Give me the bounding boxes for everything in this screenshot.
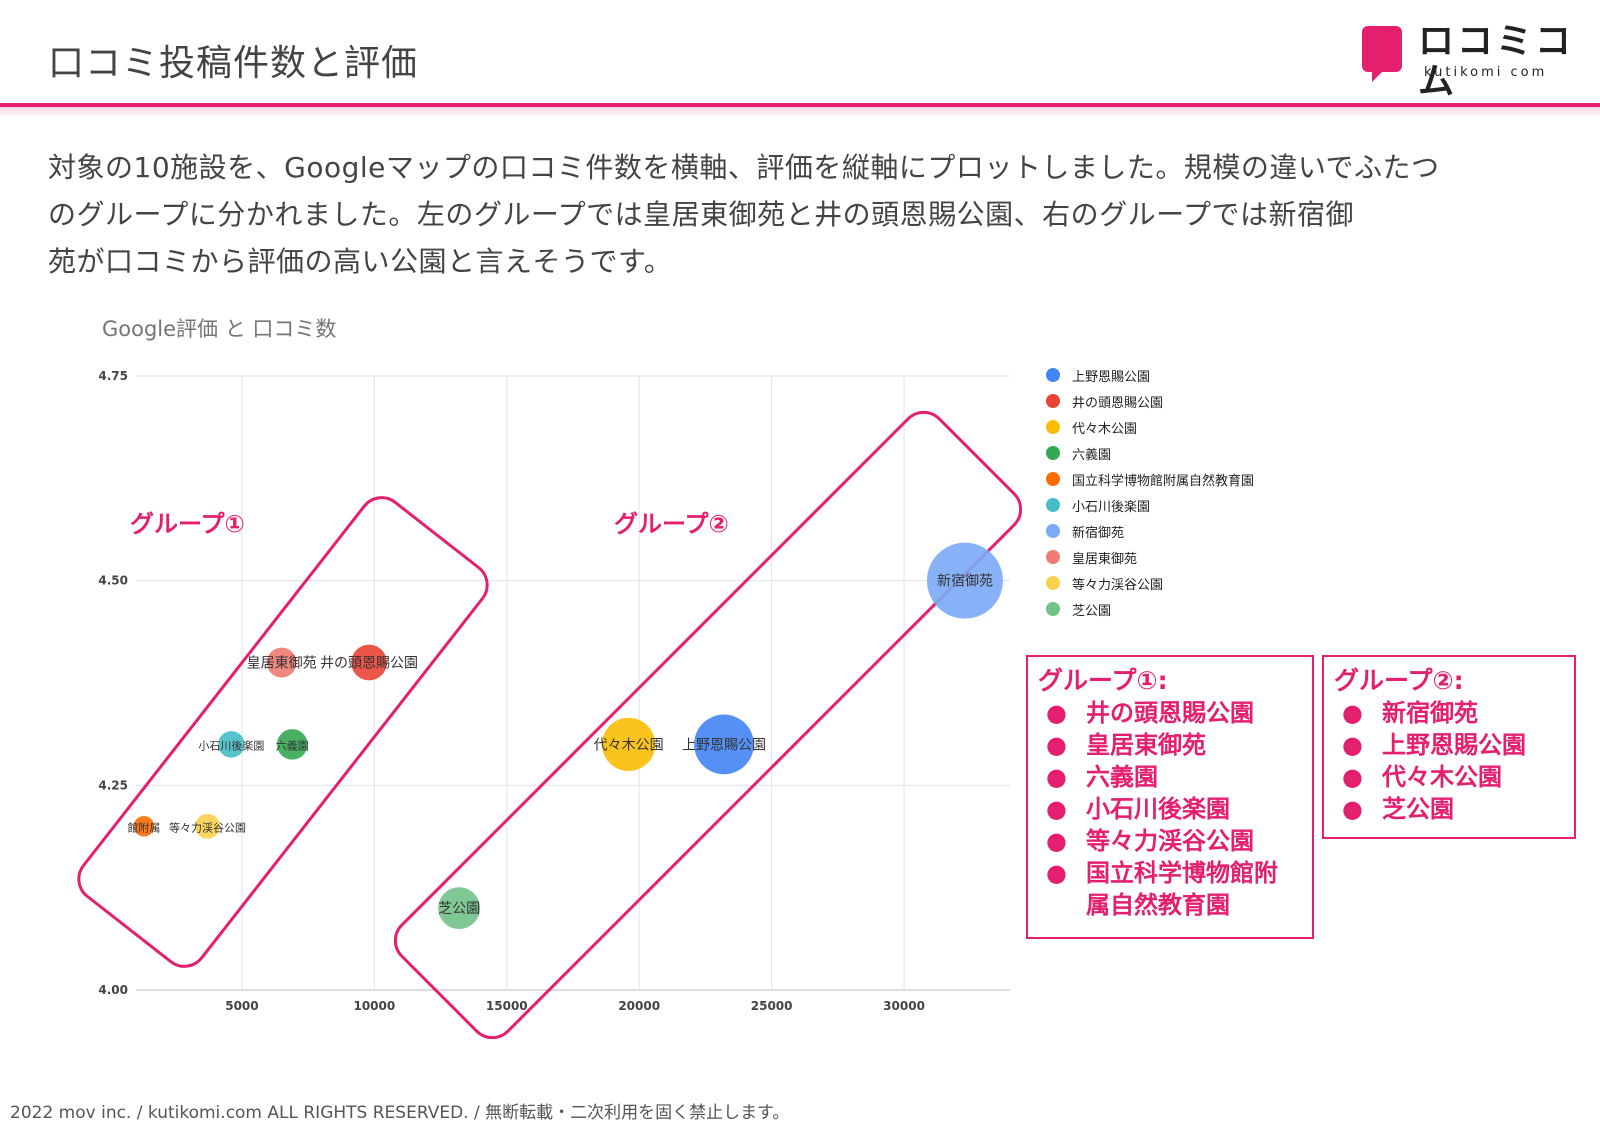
legend-label: 井の頭恩賜公園 xyxy=(1072,396,1164,411)
x-tick-label: 15000 xyxy=(486,999,528,1013)
legend-swatch xyxy=(1046,524,1060,538)
bullet-icon: ● xyxy=(1046,827,1067,855)
legend-swatch xyxy=(1046,420,1060,434)
legend-swatch xyxy=(1046,472,1060,486)
group2-box: グループ②: ● 新宿御苑 ● 上野恩賜公園 ● 代々木公園 ● 芝公園 xyxy=(1322,655,1576,839)
copyright-footer: 2022 mov inc. / kutikomi.com ALL RIGHTS … xyxy=(10,1103,790,1123)
group1-outline xyxy=(77,496,489,968)
group1-item: ● 六義園 xyxy=(1046,763,1158,791)
group2-item: ● 新宿御苑 xyxy=(1342,699,1478,727)
data-label: 等々力渓谷公園 xyxy=(169,820,246,834)
group1-annotation: グループ① xyxy=(130,510,245,538)
data-point xyxy=(133,815,155,837)
logo-text: ロコミコム xyxy=(1418,21,1575,102)
description: 対象の10施設を、Googleマップの口コミ件数を横軸、評価を縦軸にプロットしま… xyxy=(48,144,1548,285)
data-point xyxy=(195,813,220,839)
data-point xyxy=(438,887,481,930)
data-label: 六義園 xyxy=(276,738,309,752)
group1-item: ● 井の頭恩賜公園 xyxy=(1046,699,1254,727)
data-point xyxy=(926,542,1003,619)
group2-item: ● 上野恩賜公園 xyxy=(1342,731,1526,759)
data-point xyxy=(266,647,297,678)
group1-item: ● 小石川後楽園 xyxy=(1046,795,1230,823)
legend-label: 芝公園 xyxy=(1072,604,1112,619)
legend-swatch xyxy=(1046,576,1060,590)
data-label: 館附属 xyxy=(127,820,160,834)
description-line: 対象の10施設を、Googleマップの口コミ件数を横軸、評価を縦軸にプロットしま… xyxy=(48,151,1440,184)
group1-item: ● 等々力渓谷公園 xyxy=(1046,827,1254,855)
bullet-icon: ● xyxy=(1046,731,1067,759)
data-label: 芝公園 xyxy=(438,901,480,917)
bullet-icon: ● xyxy=(1046,763,1067,791)
data-point xyxy=(276,729,308,760)
bullet-icon: ● xyxy=(1342,699,1363,727)
legend-label: 皇居東御苑 xyxy=(1072,552,1138,567)
group2-box-title: グループ②: xyxy=(1334,666,1464,695)
legend-swatch xyxy=(1046,498,1060,512)
group2-outline xyxy=(393,410,1023,1040)
group2-annotation: グループ② xyxy=(614,510,729,538)
data-point xyxy=(218,731,245,758)
x-tick-label: 20000 xyxy=(618,999,660,1013)
data-point xyxy=(601,717,656,772)
bullet-icon: ● xyxy=(1342,763,1363,791)
logo-subtext: kutikomi com xyxy=(1424,65,1548,80)
bullet-icon: ● xyxy=(1046,795,1067,823)
description-line: 苑が口コミから評価の高い公園と言えそうです。 xyxy=(48,245,673,278)
legend-label: 小石川後楽園 xyxy=(1072,500,1151,515)
legend-label: 等々力渓谷公園 xyxy=(1072,578,1164,593)
bullet-icon: ● xyxy=(1342,731,1363,759)
legend-label: 新宿御苑 xyxy=(1072,526,1125,541)
bullet-icon: ● xyxy=(1046,699,1067,727)
legend-swatch xyxy=(1046,446,1060,460)
data-point xyxy=(694,714,754,775)
y-tick-label: 4.25 xyxy=(98,778,128,792)
group2-item: ● 芝公園 xyxy=(1342,795,1454,823)
legend-label: 国立科学博物館附属自然教育園 xyxy=(1072,474,1255,489)
scatter-chart: 4.00 4.25 4.50 4.75 5000 10000 15000 20000 25000… xyxy=(77,369,1023,1040)
legend-swatch xyxy=(1046,368,1060,382)
data-point xyxy=(351,644,387,681)
legend-swatch xyxy=(1046,394,1060,408)
bullet-icon: ● xyxy=(1046,859,1067,887)
description-line: のグループに分かれました。左のグループでは皇居東御苑と井の頭恩賜公園、右のグルー… xyxy=(48,198,1354,231)
group1-item: ● 皇居東御苑 xyxy=(1046,731,1206,759)
data-label: 新宿御苑 xyxy=(937,573,993,590)
y-tick-label: 4.75 xyxy=(98,369,128,383)
group1-item: ● 国立科学博物館附 xyxy=(1046,859,1278,887)
data-label: 上野恩賜公園 xyxy=(682,737,766,753)
legend-swatch xyxy=(1046,602,1060,616)
brand-logo: ロコミコム kutikomi com xyxy=(1362,22,1582,102)
legend-swatch xyxy=(1046,550,1060,564)
data-label: 代々木公園 xyxy=(594,737,664,753)
data-label: 井の頭恩賜公園 xyxy=(320,656,418,672)
group1-item-continued: 属自然教育園 xyxy=(1086,891,1230,919)
chart-title: Google評価 と 口コミ数 xyxy=(102,317,337,341)
header-shadow xyxy=(0,107,1600,117)
data-label: 小石川後楽園 xyxy=(198,738,264,752)
speech-bubble-icon xyxy=(1362,26,1402,82)
header-divider xyxy=(0,103,1600,107)
x-tick-label: 5000 xyxy=(225,999,258,1013)
y-tick-label: 4.50 xyxy=(98,574,128,588)
group1-box-title: グループ①: xyxy=(1038,666,1168,695)
bullet-icon: ● xyxy=(1342,795,1363,823)
x-tick-label: 10000 xyxy=(353,999,395,1013)
legend-label: 六義園 xyxy=(1072,448,1112,463)
page-title: 口コミ投稿件数と評価 xyxy=(48,43,419,84)
data-label: 皇居東御苑 xyxy=(247,656,317,672)
y-tick-label: 4.00 xyxy=(98,983,128,997)
group1-box: グループ①: ● 井の頭恩賜公園 ● 皇居東御苑 ● 六義園 ● 小石川後楽園 ● 等々力… xyxy=(1026,655,1314,939)
group2-item: ● 代々木公園 xyxy=(1342,763,1502,791)
legend-label: 代々木公園 xyxy=(1072,422,1138,437)
legend-label: 上野恩賜公園 xyxy=(1072,370,1151,385)
x-tick-label: 25000 xyxy=(751,999,793,1013)
x-tick-label: 30000 xyxy=(883,999,925,1013)
